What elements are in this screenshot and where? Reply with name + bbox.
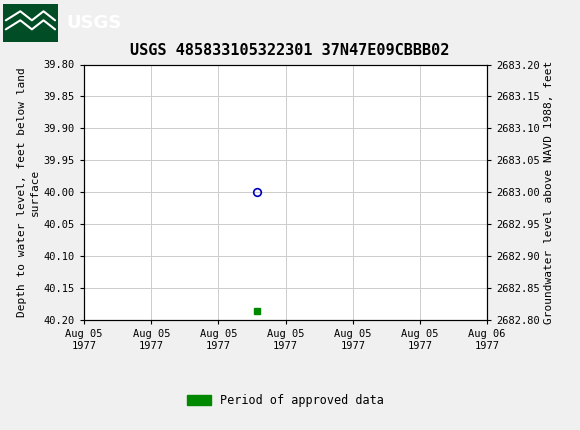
Y-axis label: Groundwater level above NAVD 1988, feet: Groundwater level above NAVD 1988, feet xyxy=(544,61,554,324)
Text: USGS: USGS xyxy=(67,14,122,31)
Y-axis label: Depth to water level, feet below land
surface: Depth to water level, feet below land su… xyxy=(17,68,39,317)
Text: USGS 485833105322301 37N47E09CBBB02: USGS 485833105322301 37N47E09CBBB02 xyxy=(130,43,450,58)
FancyBboxPatch shape xyxy=(3,3,58,42)
Legend: Period of approved data: Period of approved data xyxy=(183,389,389,412)
